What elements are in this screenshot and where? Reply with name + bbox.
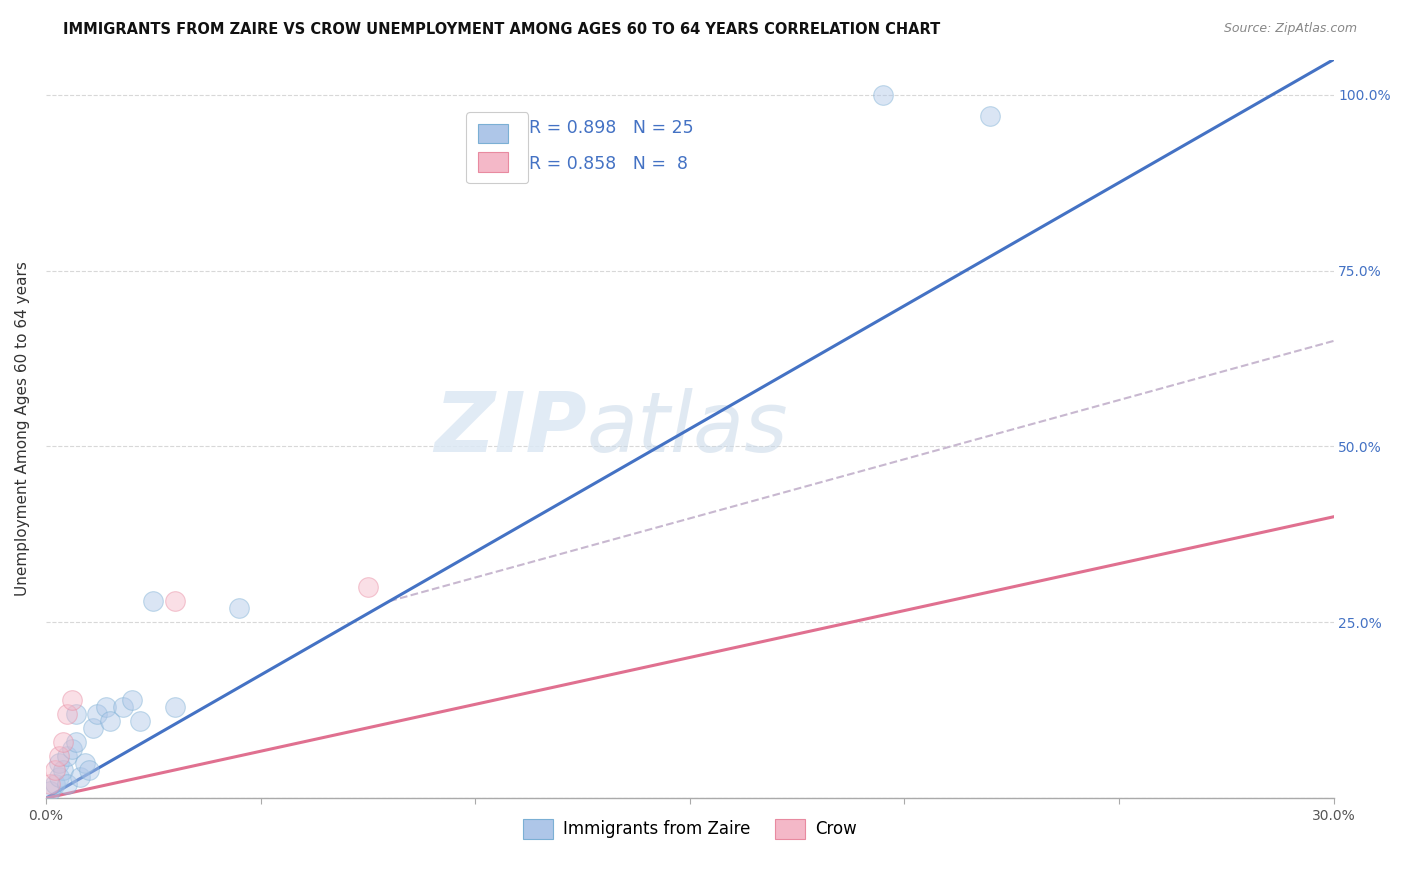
Text: IMMIGRANTS FROM ZAIRE VS CROW UNEMPLOYMENT AMONG AGES 60 TO 64 YEARS CORRELATION: IMMIGRANTS FROM ZAIRE VS CROW UNEMPLOYME…: [63, 22, 941, 37]
Point: [357, 580, 380, 594]
Point: [121, 692, 143, 706]
Point: [39, 784, 62, 798]
Point: [142, 594, 165, 608]
Point: [979, 109, 1001, 123]
Point: [56, 748, 79, 763]
Text: ZIP: ZIP: [434, 388, 586, 469]
Point: [48, 770, 70, 784]
Point: [65, 706, 87, 721]
Point: [163, 699, 186, 714]
Point: [73, 756, 96, 770]
Point: [48, 756, 70, 770]
Text: R = 0.858   N =  8: R = 0.858 N = 8: [529, 155, 688, 173]
Point: [65, 735, 87, 749]
Point: [228, 601, 250, 615]
Point: [48, 748, 70, 763]
Point: [98, 714, 121, 728]
Point: [872, 87, 894, 102]
Y-axis label: Unemployment Among Ages 60 to 64 years: Unemployment Among Ages 60 to 64 years: [15, 261, 30, 597]
Point: [44, 763, 66, 777]
Text: R = 0.898   N = 25: R = 0.898 N = 25: [529, 119, 693, 136]
Point: [44, 777, 66, 791]
Point: [77, 763, 100, 777]
Point: [82, 721, 104, 735]
Point: [39, 777, 62, 791]
Point: [94, 699, 117, 714]
Point: [112, 699, 135, 714]
Point: [163, 594, 186, 608]
Point: [56, 777, 79, 791]
Text: Source: ZipAtlas.com: Source: ZipAtlas.com: [1223, 22, 1357, 36]
Point: [56, 706, 79, 721]
Point: [52, 735, 75, 749]
Point: [69, 770, 91, 784]
Point: [60, 692, 83, 706]
Legend: Immigrants from Zaire, Crow: Immigrants from Zaire, Crow: [516, 813, 863, 846]
Text: atlas: atlas: [586, 388, 789, 469]
Point: [60, 742, 83, 756]
Point: [86, 706, 108, 721]
Point: [52, 763, 75, 777]
Point: [129, 714, 152, 728]
